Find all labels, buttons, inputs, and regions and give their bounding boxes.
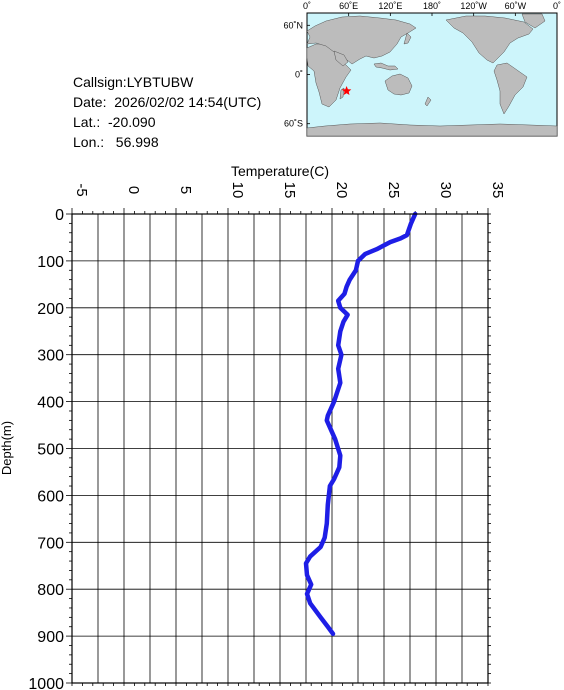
map-longitude-label: 120˚E — [378, 1, 402, 11]
temperature-profile-line — [303, 211, 418, 637]
x-tick-label: -5 — [73, 183, 90, 196]
landmass-arabia — [333, 50, 349, 67]
y-tick-label: 300 — [37, 348, 64, 365]
map-longitude-label: 120˚W — [460, 1, 487, 11]
map-landmasses — [306, 13, 558, 137]
x-tick-labels: -5 0 5 10 15 20 25 30 35 — [73, 182, 506, 199]
y-tick-label: 100 — [37, 254, 64, 271]
location-map: 0˚ 60˚E 120˚E 180˚ 120˚W 60˚W 0˚60˚N0˚60˚S — [283, 1, 561, 137]
map-latitude-label: 60˚N — [283, 20, 303, 30]
map-labels: 0˚ 60˚E 120˚E 180˚ 120˚W 60˚W 0˚60˚N0˚60˚S — [283, 1, 561, 129]
x-tick-label: 5 — [177, 186, 194, 194]
y-axis-title: Depth(m) — [0, 421, 14, 475]
x-tick-label: 0 — [125, 186, 142, 194]
map-latitude-label: 60˚S — [284, 119, 303, 129]
map-latitude-label: 0˚ — [295, 70, 303, 80]
date-label: Date: 2026/02/02 14:54(UTC) — [73, 94, 262, 110]
latitude-label: Lat.: -20.090 — [73, 114, 156, 130]
y-tick-label: 600 — [37, 488, 64, 505]
x-tick-label: 30 — [437, 182, 454, 199]
landmass-greenland — [521, 13, 546, 29]
y-tick-label: 1000 — [28, 676, 64, 690]
y-tick-labels: 0 100 200 300 400 500 600 700 800 900 1000 — [28, 207, 64, 690]
y-tick-label: 800 — [37, 582, 64, 599]
landmass-south-america — [493, 62, 528, 115]
location-marker — [341, 86, 352, 95]
y-tick-label: 700 — [37, 535, 64, 552]
landmass-north-america — [445, 15, 534, 64]
landmass-madagascar — [339, 87, 345, 100]
plot-frame — [71, 213, 489, 684]
y-tick-label: 900 — [37, 629, 64, 646]
x-tick-label: 10 — [229, 182, 246, 199]
landmass-australia — [384, 73, 413, 96]
y-tick-label: 500 — [37, 442, 64, 459]
landmass-indonesia — [373, 62, 399, 71]
x-tick-label: 25 — [385, 182, 402, 199]
x-tick-label: 20 — [333, 182, 350, 199]
temperature-depth-chart: -5 0 5 10 15 20 25 30 35 0 100 200 300 400 500 600 700 8… — [0, 163, 506, 690]
y-tick-label: 0 — [55, 207, 64, 224]
grid-lines — [72, 214, 488, 683]
y-tick-label: 200 — [37, 301, 64, 318]
map-longitude-label: 60˚E — [339, 1, 358, 11]
longitude-label: Lon.: 56.998 — [73, 134, 159, 150]
y-tick-label: 400 — [37, 395, 64, 412]
landmass-new-zealand — [424, 96, 432, 107]
map-longitude-label: 0˚ — [553, 1, 561, 11]
callsign-label: Callsign:LYBTUBW — [73, 74, 194, 90]
map-longitude-label: 60˚W — [505, 1, 527, 11]
x-tick-label: 35 — [489, 182, 506, 199]
x-axis-title: Temperature(C) — [231, 163, 329, 179]
landmass-antarctica — [306, 122, 558, 137]
map-longitude-label: 180˚ — [423, 1, 441, 11]
map-longitude-label: 0˚ — [303, 1, 311, 11]
landmass-japan — [403, 32, 412, 45]
x-tick-label: 15 — [281, 182, 298, 199]
